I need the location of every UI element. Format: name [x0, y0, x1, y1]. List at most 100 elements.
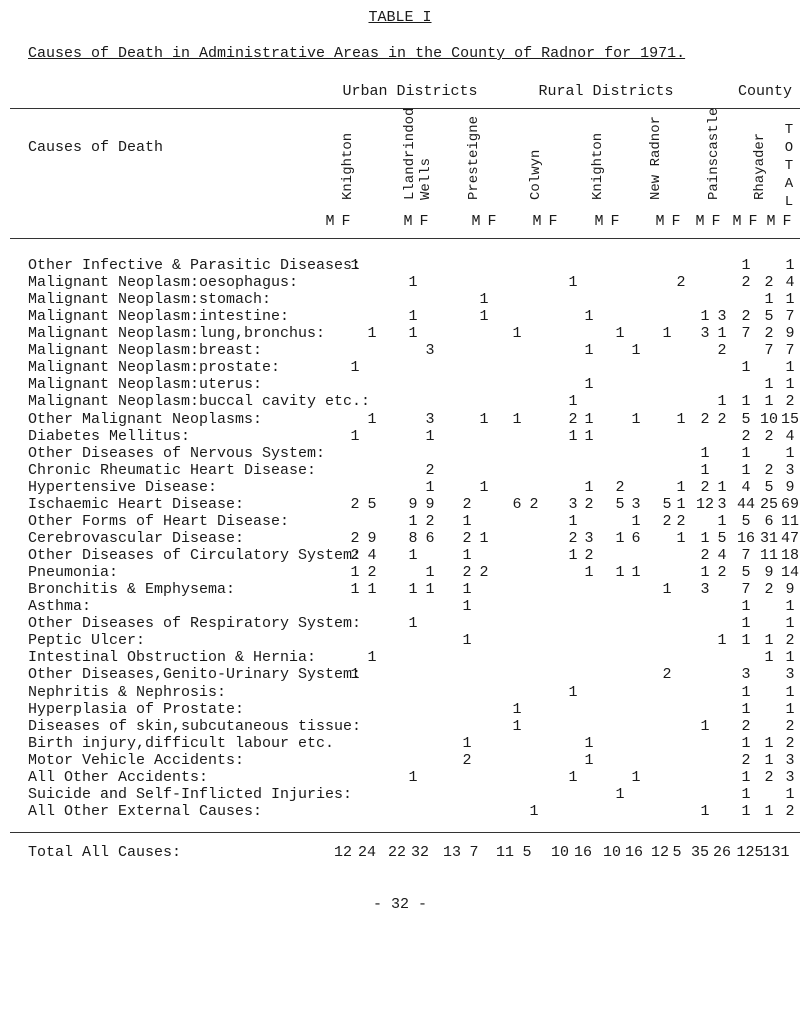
cell: 1 [700, 802, 710, 820]
cell: 1 [717, 632, 727, 650]
cell: 6 [631, 529, 641, 547]
cell: 3 [700, 325, 710, 343]
cell: 2 [529, 495, 539, 513]
cell: 5 [717, 529, 727, 547]
cell: 2 [741, 308, 751, 326]
cell: 1 [408, 512, 418, 530]
cell: 2 [584, 495, 594, 513]
cell: 1 [408, 768, 418, 786]
cell: 2 [662, 512, 672, 530]
cell: 7 [785, 308, 795, 326]
cell: 1 [408, 615, 418, 633]
row-label: Other Malignant Neoplasms: [28, 410, 263, 428]
cell: 4 [717, 547, 727, 565]
cell: 2 [741, 751, 751, 769]
total-cell: 10 [550, 844, 570, 861]
cell: 1 [741, 768, 751, 786]
row-label: Other Forms of Heart Disease: [28, 512, 290, 530]
column-header: Wells [418, 157, 434, 200]
column-header: Painscastle [706, 107, 722, 200]
row-label: Other Diseases of Circulatory System: [28, 547, 362, 565]
cell: 1 [584, 478, 594, 496]
cell: 1 [615, 785, 625, 803]
cell: 4 [367, 547, 377, 565]
cell: 1 [408, 274, 418, 292]
cell: 2 [764, 274, 774, 292]
cell: 1 [512, 700, 522, 718]
cell: 1 [350, 427, 360, 445]
total-cell: 32 [410, 844, 430, 861]
row-label: Malignant Neoplasm:prostate: [28, 359, 281, 377]
page-number: - 32 - [372, 896, 428, 913]
cell: 1 [568, 683, 578, 701]
cell: 11 [780, 512, 800, 530]
cell: 1 [741, 393, 751, 411]
row-label: Chronic Rheumatic Heart Disease: [28, 461, 317, 479]
cell: 1 [615, 529, 625, 547]
cell: 2 [741, 274, 751, 292]
cell: 1 [764, 393, 774, 411]
cell: 9 [785, 478, 795, 496]
cell: 1 [741, 461, 751, 479]
cell: 2 [717, 342, 727, 360]
row-label: Other Diseases,Genito-Urinary System: [28, 666, 362, 684]
sub-header: F [711, 213, 721, 230]
total-cell: 24 [357, 844, 377, 861]
row-label: Cerebrovascular Disease: [28, 529, 245, 547]
cell: 1 [662, 581, 672, 599]
cell: 47 [780, 529, 800, 547]
column-header: Colwyn [528, 149, 544, 200]
cell: 1 [700, 564, 710, 582]
sub-header: F [341, 213, 351, 230]
rule [10, 832, 800, 833]
cell: 1 [584, 751, 594, 769]
row-label: Ischaemic Heart Disease: [28, 495, 245, 513]
cell: 2 [785, 632, 795, 650]
cell: 25 [759, 495, 779, 513]
cell: 44 [736, 495, 756, 513]
cell: 16 [736, 529, 756, 547]
cell: 1 [741, 257, 751, 274]
cell: 1 [741, 615, 751, 633]
cell: 1 [785, 444, 795, 462]
cell: 1 [408, 547, 418, 565]
column-header: Presteigne [466, 115, 482, 200]
cell: 1 [425, 478, 435, 496]
total-cell: 7 [469, 844, 479, 861]
sub-header: F [548, 213, 558, 230]
cell: 1 [350, 666, 360, 684]
cell: 2 [717, 564, 727, 582]
cell: 2 [462, 529, 472, 547]
cell: 9 [764, 564, 774, 582]
row-label: Diseases of skin,subcutaneous tissue: [28, 717, 362, 735]
total-cell: 11 [495, 844, 515, 861]
total-cell: 22 [387, 844, 407, 861]
cell: 1 [568, 274, 578, 292]
cell: 2 [700, 478, 710, 496]
cell: 31 [759, 529, 779, 547]
cell: 3 [568, 495, 578, 513]
table-label: TABLE I [368, 9, 432, 26]
cell: 5 [741, 564, 751, 582]
cell: 1 [425, 581, 435, 599]
cell: 14 [780, 564, 800, 582]
cell: 1 [462, 581, 472, 599]
cell: 1 [785, 598, 795, 616]
cell: 1 [741, 683, 751, 701]
cell: 1 [631, 410, 641, 428]
sub-header: M [325, 213, 335, 230]
cell: 2 [425, 512, 435, 530]
group-header: County [737, 83, 793, 100]
cell: 2 [662, 666, 672, 684]
cell: 1 [631, 512, 641, 530]
sub-header: F [748, 213, 758, 230]
cell: 1 [631, 342, 641, 360]
cell: 6 [425, 529, 435, 547]
cell: 3 [584, 529, 594, 547]
row-label: Bronchitis & Emphysema: [28, 581, 236, 599]
cell: 11 [759, 547, 779, 565]
cell: 1 [367, 410, 377, 428]
cell: 1 [462, 734, 472, 752]
cell: 1 [462, 632, 472, 650]
